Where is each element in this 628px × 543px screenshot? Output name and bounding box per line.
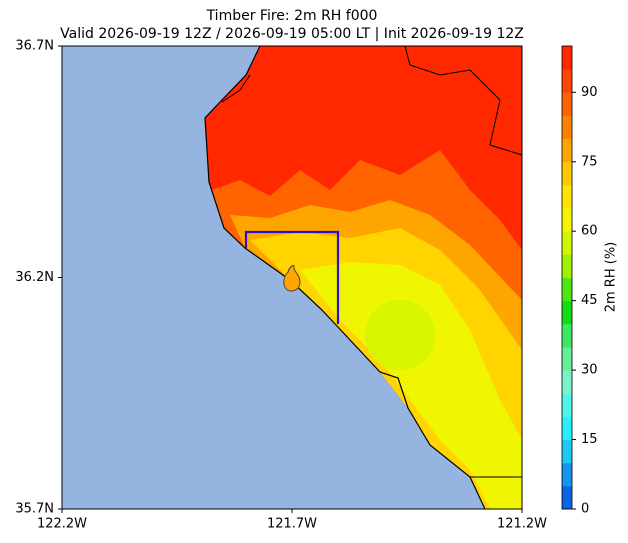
colorbar-band xyxy=(562,485,572,510)
y-tick-label: 35.7N xyxy=(15,502,54,517)
colorbar-band xyxy=(562,69,572,93)
colorbar-band xyxy=(562,184,572,209)
colorbar-tick-label: 0 xyxy=(581,502,589,517)
colorbar-tick-label: 75 xyxy=(581,154,598,169)
colorbar-band xyxy=(562,346,572,371)
x-tick-label: 122.2W xyxy=(37,517,87,532)
colorbar-band xyxy=(562,323,572,348)
map-panel xyxy=(61,45,523,510)
colorbar-band xyxy=(562,115,572,140)
colorbar-tick-label: 90 xyxy=(581,85,598,100)
land-rh-55 xyxy=(365,300,435,370)
colorbar-band xyxy=(562,393,572,417)
colorbar-tick-label: 30 xyxy=(581,363,598,378)
y-tick-label: 36.2N xyxy=(15,270,54,285)
colorbar-band xyxy=(562,416,572,441)
colorbar-band xyxy=(562,462,572,487)
x-tick-label: 121.7W xyxy=(267,517,317,532)
colorbar-band xyxy=(562,370,572,394)
subtitle: Valid 2026-09-19 12Z / 2026-09-19 05:00 … xyxy=(60,26,524,42)
colorbar-band xyxy=(562,138,572,163)
colorbar-frame xyxy=(561,45,573,510)
colorbar-tick-label: 45 xyxy=(581,293,598,308)
colorbar-band xyxy=(562,92,572,116)
colorbar-label: 2m RH (%) xyxy=(604,242,619,313)
colorbar-tick-label: 15 xyxy=(581,432,598,447)
county-border xyxy=(221,45,523,478)
y-tick-label: 36.7N xyxy=(15,39,54,54)
colorbar-band xyxy=(562,254,572,278)
colorbar-band xyxy=(562,208,572,232)
fire-box xyxy=(244,230,340,324)
x-tick-label: 121.2W xyxy=(497,517,547,532)
land-rh-60 xyxy=(300,262,522,509)
colorbar-band xyxy=(562,46,572,70)
fire-icon xyxy=(283,265,301,292)
colorbar-band xyxy=(562,161,572,186)
title: Timber Fire: 2m RH f000 xyxy=(206,8,378,24)
colorbar-band xyxy=(562,439,572,464)
colorbar: 0 15 30 45 60 75 90 xyxy=(561,45,598,517)
colorbar-tick-label: 60 xyxy=(581,224,598,239)
colorbar-band xyxy=(562,277,572,302)
colorbar-band xyxy=(562,231,572,255)
colorbar-band xyxy=(562,300,572,325)
